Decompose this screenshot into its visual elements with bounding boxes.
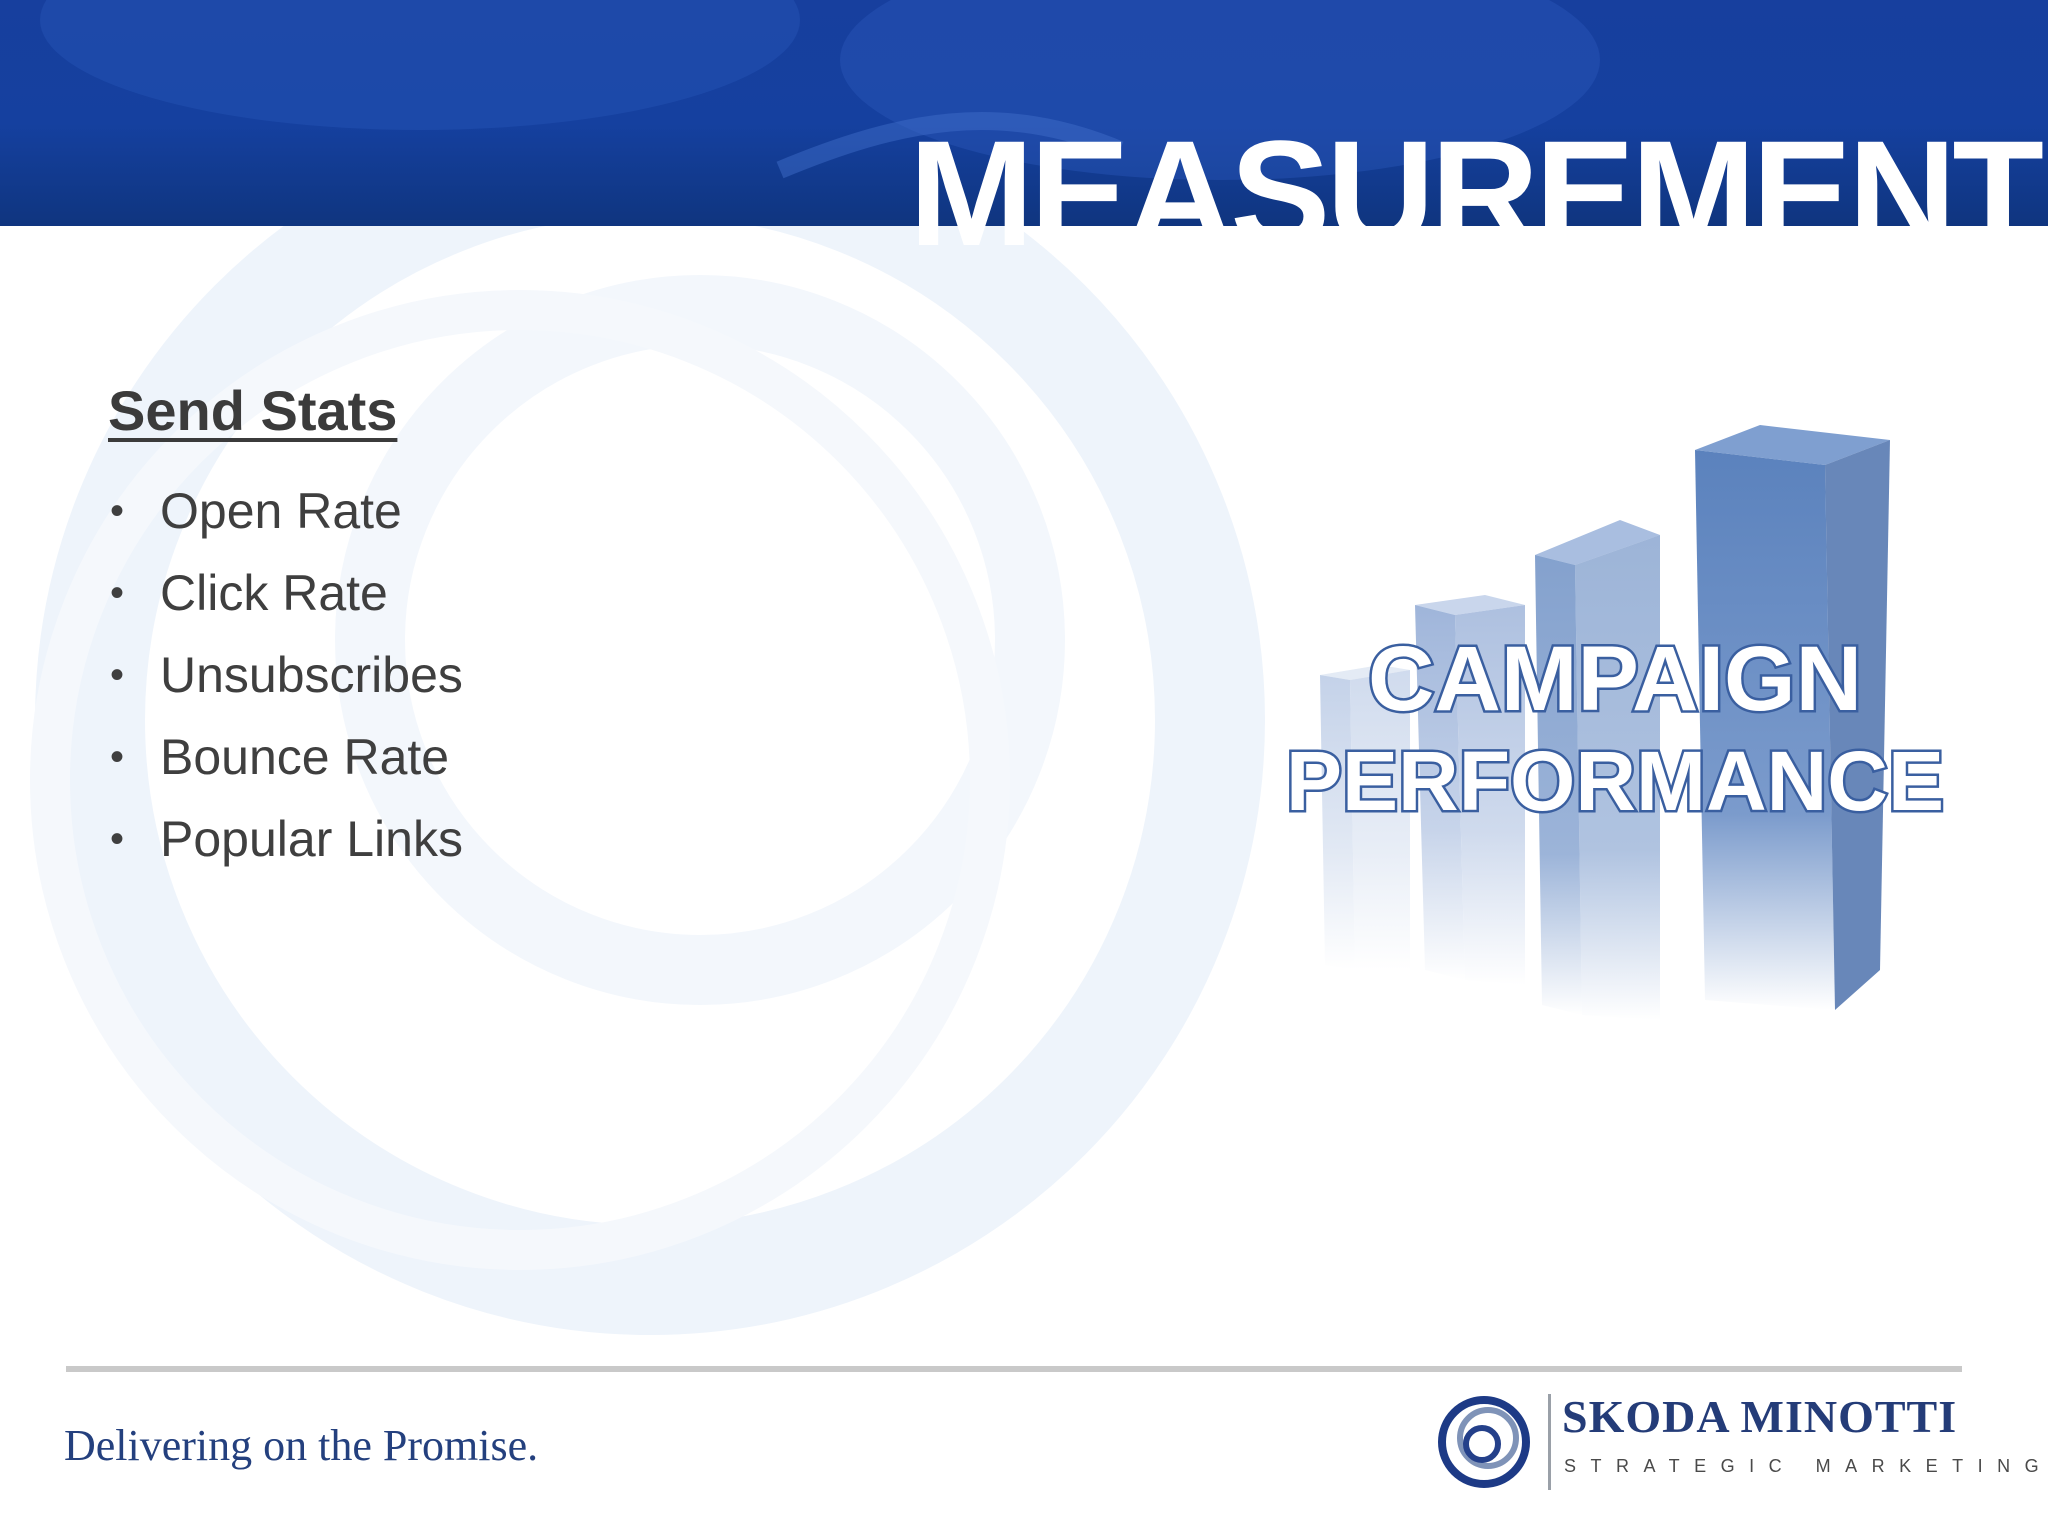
- bar-graphic-1: [1320, 665, 1410, 970]
- list-item: • Click Rate: [108, 552, 463, 634]
- bullet-icon: •: [110, 571, 125, 615]
- bar-graphic-3: [1535, 520, 1660, 1020]
- list-item: • Open Rate: [108, 470, 463, 552]
- stat-label: Unsubscribes: [160, 647, 463, 703]
- swirl-logo-icon: [1438, 1396, 1530, 1488]
- logo-divider: [1548, 1394, 1551, 1490]
- send-stats-section: Send Stats • Open Rate • Click Rate • Unsub…: [108, 376, 463, 880]
- graphic-line-2: PERFORMANCE: [1286, 734, 1944, 828]
- stat-label: Click Rate: [160, 565, 388, 621]
- bullet-icon: •: [110, 653, 125, 697]
- list-item: • Bounce Rate: [108, 716, 463, 798]
- bar-graphic-4: [1695, 425, 1890, 1010]
- campaign-performance-graphic: CAMPAIGN PERFORMANCE: [1283, 425, 1947, 1020]
- stat-label: Bounce Rate: [160, 729, 450, 785]
- header-glow: [40, 0, 1600, 180]
- logo-subtitle: STRATEGIC MARKETING: [1564, 1456, 2048, 1476]
- slide-title: MEASUREMENT: [908, 109, 2044, 277]
- bullet-icon: •: [110, 489, 125, 533]
- list-item: • Popular Links: [108, 798, 463, 880]
- stat-label: Open Rate: [160, 483, 402, 539]
- section-heading: Send Stats: [108, 379, 398, 442]
- company-logo: SKODA MINOTTI STRATEGIC MARKETING: [1436, 1386, 2039, 1496]
- footer-tagline: Delivering on the Promise.: [64, 1421, 539, 1470]
- stats-list: • Open Rate • Click Rate • Unsubscribes • Bo…: [108, 470, 463, 880]
- bar-graphic-2: [1415, 595, 1525, 985]
- logo-name: SKODA MINOTTI: [1562, 1391, 1958, 1442]
- graphic-line-1: CAMPAIGN: [1368, 628, 1862, 730]
- header-band: [0, 0, 2048, 226]
- bullet-icon: •: [110, 817, 125, 861]
- footer-divider: [66, 1366, 1962, 1372]
- list-item: • Unsubscribes: [108, 634, 463, 716]
- bullet-icon: •: [110, 735, 125, 779]
- stat-label: Popular Links: [160, 811, 463, 867]
